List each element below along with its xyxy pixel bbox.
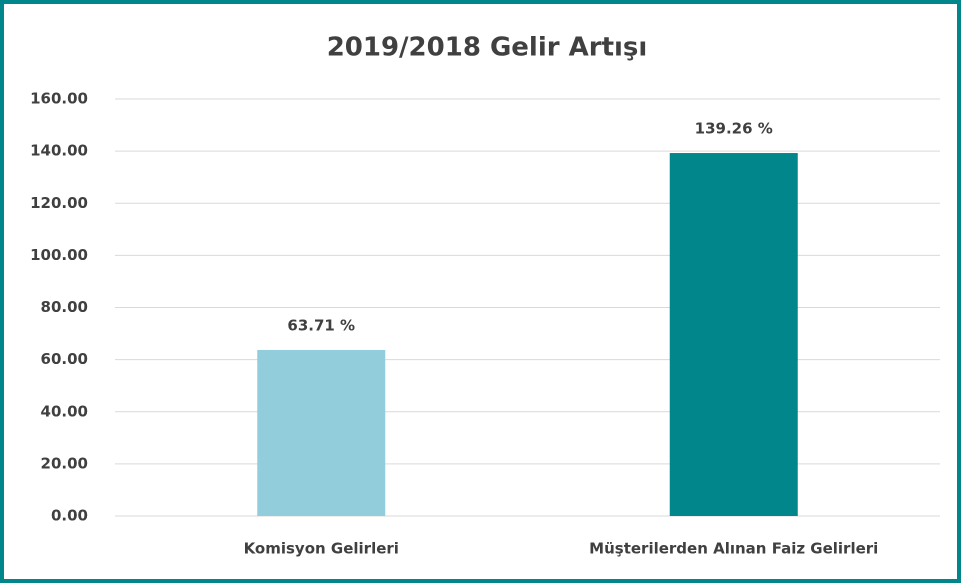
y-tick-label: 100.00 [30,246,88,264]
x-tick-label: Komisyon Gelirleri [244,540,399,558]
y-tick-label: 160.00 [30,90,88,108]
y-tick-label: 0.00 [51,507,88,525]
y-tick-label: 80.00 [41,298,88,316]
data-label: 63.71 % [287,316,355,334]
chart-title: 2019/2018 Gelir Artışı [327,33,648,63]
y-tick-label: 120.00 [30,194,88,212]
bar [669,153,798,516]
bar [257,349,386,516]
data-label: 139.26 % [695,120,773,138]
x-tick-label: Müşterilerden Alınan Faiz Gelirleri [589,540,878,558]
y-tick-label: 60.00 [41,350,88,368]
y-tick-label: 140.00 [30,142,88,160]
y-tick-label: 40.00 [41,402,88,420]
y-tick-label: 20.00 [41,454,88,472]
